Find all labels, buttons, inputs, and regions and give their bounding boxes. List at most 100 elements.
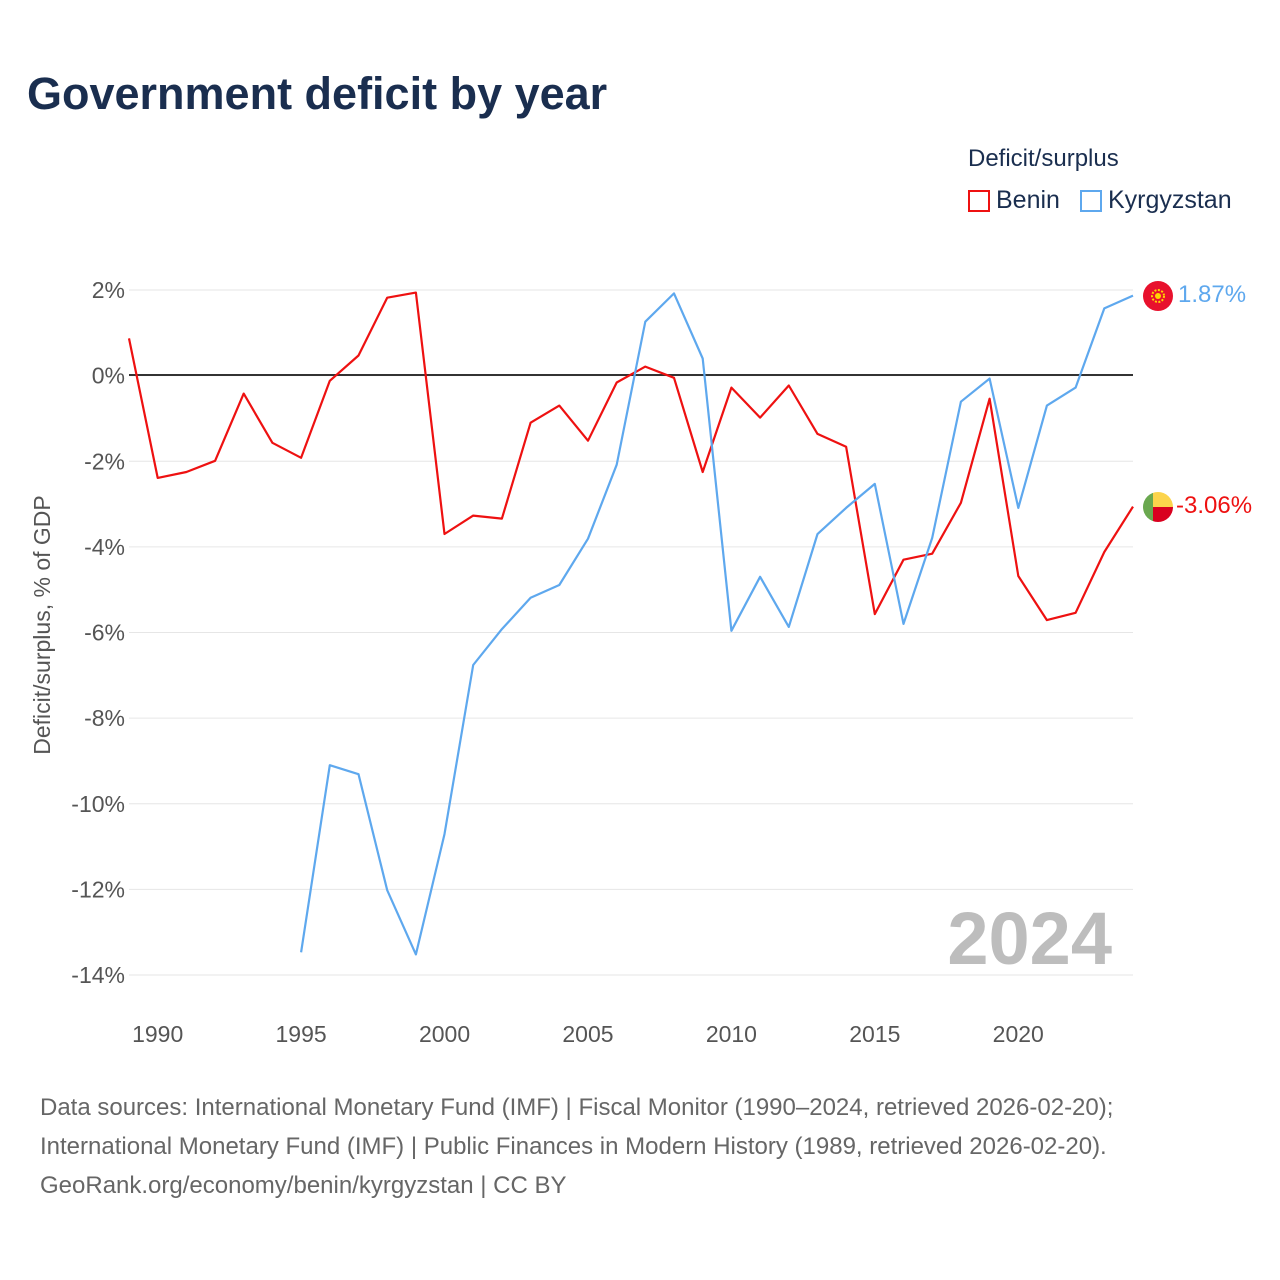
data-point-kyrgyzstan[interactable]	[412, 950, 420, 958]
data-point-benin[interactable]	[785, 381, 793, 389]
data-point-benin[interactable]	[900, 556, 908, 564]
data-point-kyrgyzstan[interactable]	[900, 620, 908, 628]
data-point-kyrgyzstan[interactable]	[641, 318, 649, 326]
data-point-benin[interactable]	[125, 334, 133, 342]
data-point-kyrgyzstan[interactable]	[498, 625, 506, 633]
data-point-benin[interactable]	[842, 443, 850, 451]
flag-benin-icon	[1143, 492, 1173, 522]
y-axis-label: Deficit/surplus, % of GDP	[29, 495, 55, 754]
data-point-benin[interactable]	[1072, 609, 1080, 617]
legend-item-benin[interactable]: Benin	[968, 186, 1060, 215]
data-point-kyrgyzstan[interactable]	[871, 480, 879, 488]
y-tick-label: -8%	[84, 705, 125, 731]
data-point-kyrgyzstan[interactable]	[1043, 402, 1051, 410]
data-point-benin[interactable]	[613, 378, 621, 386]
data-point-kyrgyzstan[interactable]	[354, 770, 362, 778]
legend-item-kyrgyzstan[interactable]: Kyrgyzstan	[1079, 186, 1232, 215]
data-point-kyrgyzstan[interactable]	[613, 461, 621, 469]
y-tick-label: 0%	[92, 363, 125, 389]
data-point-benin[interactable]	[957, 499, 965, 507]
series-line-kyrgyzstan	[300, 292, 1134, 956]
data-point-kyrgyzstan[interactable]	[670, 289, 678, 297]
data-point-kyrgyzstan[interactable]	[957, 398, 965, 406]
x-tick-label: 1990	[132, 1021, 183, 1047]
legend-title: Deficit/surplus	[968, 145, 1119, 172]
data-point-kyrgyzstan[interactable]	[1100, 304, 1108, 312]
data-point-benin[interactable]	[498, 515, 506, 523]
data-point-kyrgyzstan[interactable]	[813, 530, 821, 538]
flag-kyrgyzstan-icon	[1143, 281, 1173, 311]
data-point-benin[interactable]	[240, 390, 248, 398]
data-point-kyrgyzstan[interactable]	[1129, 292, 1137, 300]
data-point-benin[interactable]	[871, 610, 879, 618]
x-tick-label: 1995	[276, 1021, 327, 1047]
footer-credit[interactable]: GeoRank.org/economy/benin/kyrgyzstan | C…	[40, 1172, 567, 1199]
data-point-kyrgyzstan[interactable]	[383, 886, 391, 894]
data-point-benin[interactable]	[469, 512, 477, 520]
x-tick-label: 2000	[419, 1021, 470, 1047]
legend: Benin Kyrgyzstan	[968, 186, 1232, 215]
data-point-benin[interactable]	[326, 377, 334, 385]
end-label-kyrgyzstan: 1.87%	[1178, 281, 1246, 308]
footer-source-2: International Monetary Fund (IMF) | Publ…	[40, 1133, 1107, 1160]
series-line-benin	[127, 291, 1134, 622]
y-tick-label: -14%	[71, 962, 125, 988]
data-point-kyrgyzstan[interactable]	[297, 948, 305, 956]
data-point-kyrgyzstan[interactable]	[986, 375, 994, 383]
data-point-benin[interactable]	[268, 439, 276, 447]
legend-label-kyrgyzstan: Kyrgyzstan	[1107, 186, 1232, 214]
data-point-kyrgyzstan[interactable]	[756, 573, 764, 581]
legend-swatch-kyrgyzstan	[1079, 189, 1102, 212]
data-point-kyrgyzstan[interactable]	[785, 623, 793, 631]
data-point-benin[interactable]	[412, 289, 420, 297]
y-tick-label: -10%	[71, 791, 125, 817]
data-point-kyrgyzstan[interactable]	[1072, 384, 1080, 392]
data-point-kyrgyzstan[interactable]	[527, 594, 535, 602]
chart-title: Government deficit by year	[27, 68, 608, 119]
y-tick-label: -12%	[71, 876, 125, 902]
y-tick-label: -4%	[84, 534, 125, 560]
data-point-kyrgyzstan[interactable]	[441, 830, 449, 838]
data-point-benin[interactable]	[756, 414, 764, 422]
data-point-kyrgyzstan[interactable]	[727, 627, 735, 635]
x-tick-label: 2015	[849, 1021, 900, 1047]
end-label-benin: -3.06%	[1176, 492, 1252, 519]
x-tick-label: 2010	[706, 1021, 757, 1047]
data-point-benin[interactable]	[297, 454, 305, 462]
data-point-kyrgyzstan[interactable]	[555, 581, 563, 589]
data-point-benin[interactable]	[555, 402, 563, 410]
data-point-benin[interactable]	[211, 457, 219, 465]
data-point-benin[interactable]	[1100, 548, 1108, 556]
data-point-benin[interactable]	[527, 419, 535, 427]
data-point-kyrgyzstan[interactable]	[699, 355, 707, 363]
data-point-benin[interactable]	[441, 530, 449, 538]
data-point-benin[interactable]	[584, 437, 592, 445]
data-point-benin[interactable]	[182, 468, 190, 476]
legend-swatch-benin	[968, 189, 990, 212]
data-point-benin[interactable]	[1014, 572, 1022, 580]
data-point-kyrgyzstan[interactable]	[584, 535, 592, 543]
data-point-kyrgyzstan[interactable]	[1014, 504, 1022, 512]
data-point-kyrgyzstan[interactable]	[326, 761, 334, 769]
x-tick-label: 2005	[562, 1021, 613, 1047]
y-tick-label: -6%	[84, 620, 125, 646]
data-point-benin[interactable]	[727, 384, 735, 392]
data-point-benin[interactable]	[813, 430, 821, 438]
data-point-benin[interactable]	[154, 474, 162, 482]
watermark-year: 2024	[947, 897, 1112, 980]
footer-source-1: Data sources: International Monetary Fun…	[40, 1094, 1114, 1121]
footer: Data sources: International Monetary Fun…	[40, 1088, 1113, 1205]
data-point-benin[interactable]	[670, 374, 678, 382]
data-point-kyrgyzstan[interactable]	[928, 534, 936, 542]
data-point-kyrgyzstan[interactable]	[842, 504, 850, 512]
data-point-benin[interactable]	[699, 468, 707, 476]
y-tick-label: -2%	[84, 448, 125, 474]
data-point-benin[interactable]	[1129, 503, 1137, 511]
data-point-benin[interactable]	[1043, 616, 1051, 624]
data-point-benin[interactable]	[641, 363, 649, 371]
data-point-benin[interactable]	[354, 352, 362, 360]
data-point-benin[interactable]	[383, 294, 391, 302]
data-point-kyrgyzstan[interactable]	[469, 661, 477, 669]
data-point-benin[interactable]	[928, 550, 936, 558]
